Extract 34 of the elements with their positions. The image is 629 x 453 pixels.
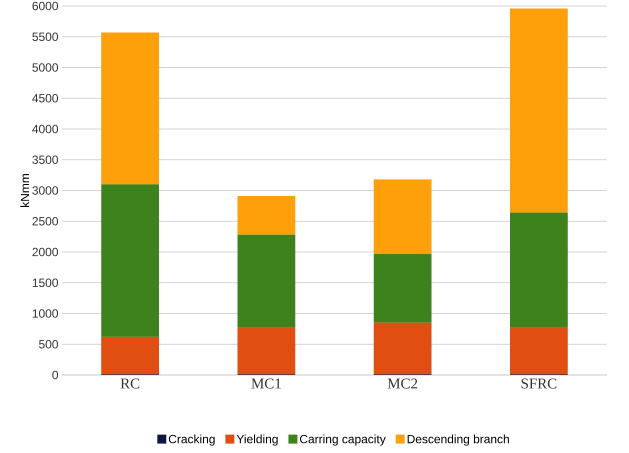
y-tick-label: 1000 <box>32 309 58 318</box>
bar <box>237 328 296 374</box>
y-tick-label: 4500 <box>32 94 58 102</box>
x-tick-label: MC2 <box>388 378 418 389</box>
y-axis-title: kNmm <box>20 174 30 207</box>
y-tick-label: 5500 <box>32 32 58 41</box>
bar <box>237 196 296 235</box>
legend-label: Cracking <box>168 434 215 446</box>
bar <box>374 322 432 374</box>
y-tick-label: 2500 <box>32 217 58 226</box>
bar <box>510 328 568 374</box>
x-tick-label: MC1 <box>251 378 281 389</box>
y-tick-label: 0 <box>52 370 58 380</box>
x-tick-label: SFRC <box>522 378 556 389</box>
bar <box>101 32 160 184</box>
y-tick-label: 3000 <box>32 186 58 195</box>
legend-label: Descending branch <box>408 434 509 446</box>
bar <box>101 184 160 337</box>
y-tick-label: 6000 <box>32 2 58 10</box>
legend-label: Carring capacity <box>300 434 386 446</box>
y-tick-label: 3500 <box>32 156 58 164</box>
y-tick-label: 1500 <box>32 278 58 287</box>
bar <box>101 336 160 374</box>
bar <box>374 179 432 254</box>
bar <box>510 8 568 213</box>
y-tick-label: 4000 <box>32 124 58 134</box>
bar <box>374 254 432 323</box>
y-tick-label: 2000 <box>32 248 58 256</box>
legend-label: Yielding <box>236 434 278 446</box>
y-tick-label: 500 <box>39 340 58 348</box>
x-tick-label: RC <box>120 378 140 389</box>
bar <box>237 234 296 328</box>
y-tick-label: 5000 <box>32 63 58 72</box>
bar <box>510 212 568 328</box>
